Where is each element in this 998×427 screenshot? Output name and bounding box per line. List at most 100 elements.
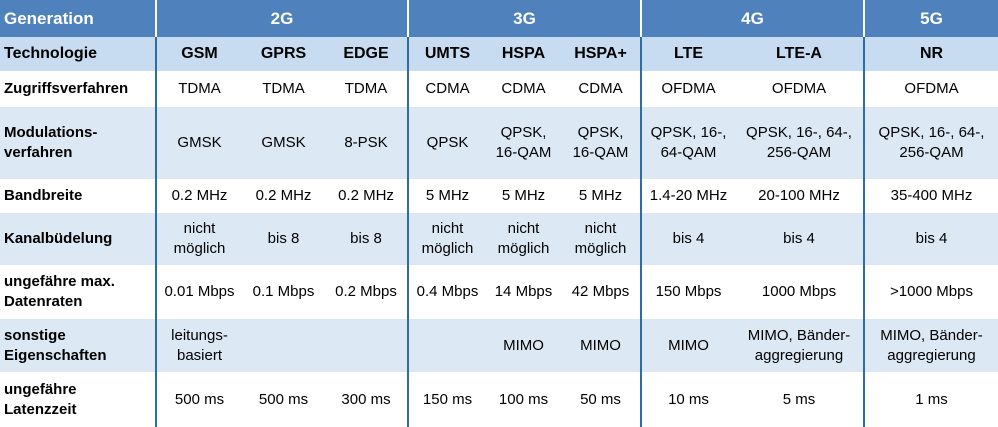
table-cell: 0.1 Mbps	[242, 265, 325, 319]
technology-cell: UMTS	[408, 37, 486, 71]
table-cell: nicht möglich	[156, 213, 242, 265]
table-cell: CDMA	[408, 71, 486, 107]
generation-label: Generation	[0, 0, 157, 37]
cell-line: 20-100 MHz	[758, 187, 840, 204]
cell-line: QPSK, 16-, 64-,	[746, 124, 852, 141]
cell-line: 5 MHz	[425, 187, 470, 204]
table-cell: QPSK, 16-QAM	[561, 107, 642, 179]
table-cell: 35-400 MHz	[864, 179, 998, 213]
cell-line: 256-QAM	[766, 144, 832, 161]
row-label-line: Eigenschaften	[4, 346, 107, 364]
cell-line: 0.4 Mbps	[416, 283, 479, 300]
table-cell: bis 8	[325, 213, 409, 265]
table-cell: GMSK	[242, 107, 325, 179]
table-cell: 0.2 Mbps	[325, 265, 409, 319]
cell-line: 16-QAM	[572, 144, 629, 161]
generation-header-4g: 4G	[641, 0, 865, 37]
table-cell: CDMA	[486, 71, 561, 107]
cell-line: bis 4	[672, 230, 705, 247]
table-row: Kanalbüdelung nicht möglich bis 8 bis 8 nicht…	[0, 213, 998, 265]
cell-line: MIMO	[503, 336, 544, 354]
table-cell: 5 ms	[735, 372, 865, 427]
cell-line: OFDMA	[771, 80, 827, 97]
cell-line: TDMA	[262, 80, 305, 97]
table-cell: CDMA	[561, 71, 642, 107]
cell-line: aggregierung	[887, 346, 976, 364]
cell-line: GMSK	[261, 134, 306, 151]
table-row: ungefähre max. Datenraten 0.01 Mbps 0.1 Mbp…	[0, 265, 998, 319]
table-cell: OFDMA	[735, 71, 865, 107]
table-cell: MIMO	[561, 319, 642, 372]
cell-line: 64-QAM	[660, 144, 717, 161]
cell-line: QPSK,	[577, 124, 624, 141]
table-row: ungefähre Latenzzeit 500 ms 500 ms 300 ms 150…	[0, 372, 998, 427]
row-label-line: Zugriffsverfahren	[4, 80, 129, 97]
table-cell: 500 ms	[242, 372, 325, 427]
cell-line: möglich	[173, 240, 226, 257]
cell-line: leitungs-	[171, 326, 228, 344]
cell-line: 100 ms	[498, 390, 549, 408]
row-label-line: Modulations-	[4, 124, 98, 141]
cell-line: 0.2 Mbps	[335, 283, 397, 300]
table-cell: 300 ms	[325, 372, 409, 427]
technology-row: Technologie GSM GPRS EDGE UMTS HSPA HSPA+ LTE LT…	[0, 37, 998, 71]
cell-line: TDMA	[344, 80, 388, 97]
cell-line: 16-QAM	[495, 144, 552, 161]
cell-line: bis 8	[267, 230, 300, 247]
table-cell: 1 ms	[864, 372, 998, 427]
table-cell: MIMO, Bänder-aggregierung	[735, 319, 865, 372]
technology-cell: LTE	[641, 37, 735, 71]
cell-line: 35-400 MHz	[890, 187, 973, 204]
table-cell: QPSK, 16-, 64-, 256-QAM	[735, 107, 865, 179]
generation-header-3g: 3G	[408, 0, 642, 37]
cell-line: QPSK, 16-,	[650, 124, 727, 141]
cell-line: 150 ms	[422, 390, 473, 408]
table-cell: leitungs-basiert	[156, 319, 242, 372]
cell-line: 0.01 Mbps	[164, 283, 235, 300]
cell-line: TDMA	[178, 80, 221, 97]
cell-line: 42 Mbps	[571, 283, 630, 300]
table-cell: bis 8	[242, 213, 325, 265]
technology-cell: LTE-A	[735, 37, 865, 71]
row-label: Kanalbüdelung	[0, 213, 157, 265]
cell-line: CDMA	[578, 80, 623, 97]
row-label-line: sonstige	[4, 326, 66, 344]
cell-line: 0.2 MHz	[255, 187, 312, 204]
cell-line: 5 MHz	[578, 187, 623, 204]
table-cell: OFDMA	[864, 71, 998, 107]
table-cell: nicht möglich	[486, 213, 561, 265]
cell-line: 0.1 Mbps	[252, 283, 315, 300]
table-cell: 150 Mbps	[641, 265, 735, 319]
cell-line: bis 4	[783, 230, 815, 247]
table-cell: 14 Mbps	[486, 265, 561, 319]
cell-line: 10 ms	[668, 390, 709, 408]
technology-label: Technologie	[0, 37, 157, 71]
cell-line: QPSK,	[500, 124, 547, 141]
table-cell: 10 ms	[641, 372, 735, 427]
cell-line: 8-PSK	[344, 134, 388, 151]
technology-cell: HSPA	[486, 37, 561, 71]
row-label-line: ungefähre	[4, 380, 77, 398]
cell-line: 0.2 MHz	[171, 187, 228, 204]
table-cell: GMSK	[156, 107, 242, 179]
generation-header-2g: 2G	[156, 0, 409, 37]
table-cell: TDMA	[242, 71, 325, 107]
table-cell: 5 MHz	[486, 179, 561, 213]
cell-line: 50 ms	[580, 390, 621, 408]
cell-line: möglich	[574, 240, 627, 257]
row-label-line: Bandbreite	[4, 187, 83, 204]
cell-line: bis 8	[350, 230, 382, 247]
cell-line: 14 Mbps	[494, 283, 553, 300]
row-label: sonstige Eigenschaften	[0, 319, 157, 372]
table-cell: OFDMA	[641, 71, 735, 107]
table-row: Modulations-verfahren GMSK GMSK 8-PSK QPSK QP…	[0, 107, 998, 179]
table-cell: 150 ms	[408, 372, 486, 427]
table-cell: QPSK	[408, 107, 486, 179]
cell-line: 1.4-20 MHz	[649, 187, 728, 204]
table-cell	[325, 319, 409, 372]
row-label-line: Datenraten	[4, 293, 83, 310]
table-cell: 1.4-20 MHz	[641, 179, 735, 213]
cell-line: 300 ms	[341, 390, 391, 408]
